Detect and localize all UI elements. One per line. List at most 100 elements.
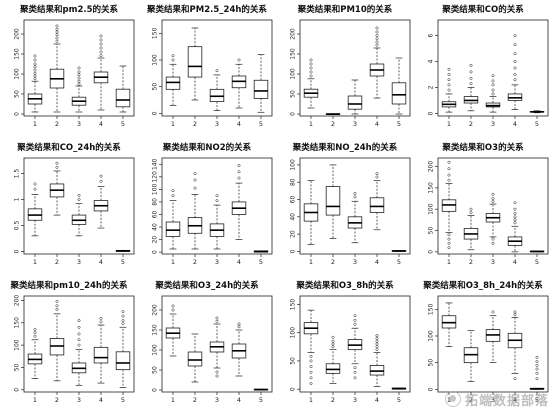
x-tick-label: 5 (397, 120, 401, 128)
outlier-point (237, 58, 241, 62)
boxplot-panel: 聚类结果和PM10的关系 0 50 100 150 200 1 2 3 4 5 (276, 0, 414, 136)
y-tick-label: 0 (152, 111, 159, 115)
outlier-point (309, 376, 313, 380)
box-group (507, 201, 523, 253)
outlier-point (237, 322, 241, 326)
box-group (463, 330, 479, 382)
outlier-point (309, 70, 313, 74)
outlier-point (491, 241, 495, 245)
y-tick-label: 50 (290, 357, 297, 365)
outlier-point (77, 325, 81, 329)
outlier-point (353, 370, 357, 374)
panel-title: 聚类结果和NO2的关系 (162, 143, 252, 153)
box-iqr (253, 79, 269, 99)
outlier-point (77, 76, 81, 80)
box-group (369, 26, 385, 99)
outlier-point (193, 186, 197, 190)
outlier-point (513, 66, 517, 70)
outlier-point (99, 316, 103, 320)
box-iqr (369, 365, 385, 376)
outlier-point (375, 43, 379, 47)
x-tick-label: 2 (331, 258, 335, 266)
y-tick-label: 50 (152, 83, 159, 91)
outlier-point (447, 237, 451, 241)
x-tick-label: 5 (121, 258, 125, 266)
y-tick-label: 6 (428, 33, 435, 37)
box-group (303, 180, 319, 245)
panel-title: 聚类结果和PM10的关系 (297, 5, 393, 15)
box-group (71, 319, 87, 386)
outlier-point (353, 318, 357, 322)
outlier-point (309, 382, 313, 385)
x-tick-label: 1 (33, 258, 37, 266)
boxplot-svg: 0 20 40 60 80 100 1 2 3 4 5 (290, 157, 411, 266)
outlier-point (55, 36, 59, 40)
outlier-point (309, 58, 313, 62)
y-tick-label: 150 (428, 182, 435, 194)
y-tick-label: 50 (290, 90, 297, 98)
x-tick-label: 5 (535, 258, 539, 266)
panel-title: 聚类结果和NO_24h的关系 (292, 143, 398, 153)
box-group (463, 207, 479, 251)
x-tick-label: 5 (121, 396, 125, 404)
outlier-point (237, 164, 241, 167)
x-tick-label: 2 (469, 396, 473, 404)
outlier-point (491, 92, 495, 96)
box-group (507, 34, 523, 110)
box-iqr (347, 95, 363, 110)
x-tick-label: 1 (309, 258, 313, 266)
box-group (369, 172, 385, 231)
y-tick-label: 200 (290, 28, 297, 40)
y-tick-label: 0 (428, 387, 435, 391)
boxplot-panel: 聚类结果和NO_24h的关系 0 20 40 60 80 100 1 2 3 4 5 (276, 138, 414, 274)
box-iqr (325, 186, 341, 216)
outlier-point (33, 58, 37, 62)
outlier-point (513, 218, 517, 222)
outlier-point (491, 83, 495, 87)
outlier-point (513, 212, 517, 215)
x-tick-label: 5 (121, 120, 125, 128)
boxplot-panel: 聚类结果和pm2.5的关系 0 50 100 150 200 1 2 3 4 5 (0, 0, 138, 136)
outlier-point (55, 304, 59, 308)
outlier-point (99, 50, 103, 54)
y-tick-label: 100 (14, 339, 21, 351)
x-tick-label: 3 (77, 120, 81, 128)
box-group (187, 333, 203, 383)
outlier-point (331, 345, 335, 349)
x-tick-label: 3 (215, 396, 219, 404)
outlier-point (33, 54, 37, 58)
outlier-point (55, 24, 59, 28)
y-tick-label: 50 (152, 366, 159, 374)
y-tick-label: 2 (428, 85, 435, 89)
outlier-point (77, 319, 81, 323)
y-tick-label: 0 (14, 249, 21, 253)
outlier-point (33, 65, 37, 69)
outlier-point (55, 299, 59, 303)
outlier-point (215, 199, 219, 203)
y-tick-label: 200 (14, 28, 21, 40)
outlier-point (193, 178, 197, 182)
x-tick-label: 1 (33, 120, 37, 128)
outlier-point (447, 167, 451, 171)
outlier-point (513, 60, 517, 63)
y-tick-label: 150 (152, 324, 159, 336)
outlier-point (375, 34, 379, 38)
x-tick-label: 1 (447, 120, 451, 128)
y-tick-label: 0 (14, 388, 21, 392)
x-tick-label: 5 (259, 396, 263, 404)
outlier-point (375, 37, 379, 41)
outlier-point (447, 178, 451, 182)
outlier-point (513, 52, 517, 56)
x-tick-label: 2 (193, 396, 197, 404)
x-tick-label: 3 (491, 120, 495, 128)
y-tick-label: 200 (152, 304, 159, 316)
outlier-point (309, 370, 313, 374)
x-tick-label: 1 (171, 396, 175, 404)
box-group (485, 74, 501, 113)
x-tick-label: 5 (259, 258, 263, 266)
outlier-point (375, 172, 379, 176)
outlier-point (99, 179, 103, 183)
outlier-point (491, 237, 495, 241)
outlier-point (447, 233, 451, 237)
